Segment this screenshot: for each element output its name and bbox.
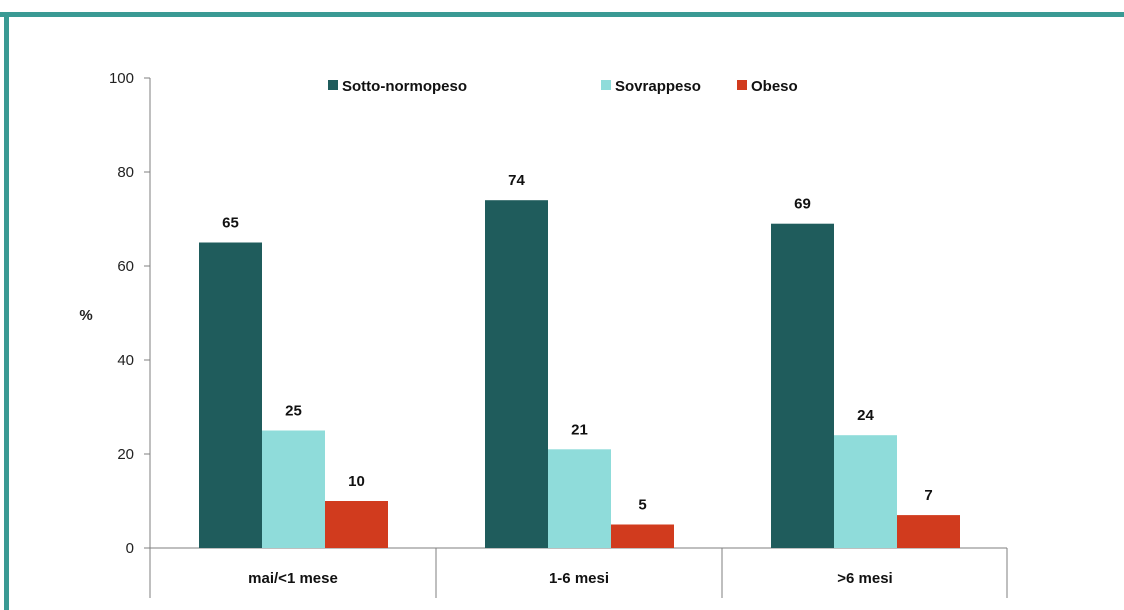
y-tick-label: 0 [126,540,134,557]
data-label: 10 [348,473,365,490]
bar-obeso [611,524,674,548]
bar-sotto-normopeso [771,223,834,548]
bar-obeso [325,501,388,548]
bar-obeso [897,515,960,548]
legend-label: Sotto-normopeso [342,78,467,95]
y-tick-label: 40 [117,352,134,369]
legend-label: Sovrappeso [615,78,701,95]
x-tick-label: >6 mesi [837,570,892,587]
x-tick-label: mai/<1 mese [248,570,338,587]
y-axis-title: % [79,307,92,324]
x-tick-label: 1-6 mesi [549,570,609,587]
bar-sotto-normopeso [199,242,262,548]
y-tick-label: 20 [117,446,134,463]
bar-sotto-normopeso [485,200,548,548]
legend-swatch [328,80,338,90]
data-label: 25 [285,403,302,420]
y-tick-label: 80 [117,164,134,181]
y-tick-label: 60 [117,258,134,275]
data-label: 69 [794,196,811,213]
data-label: 24 [857,407,874,424]
data-label: 74 [508,172,525,189]
data-label: 5 [638,497,646,514]
data-label: 65 [222,215,239,232]
legend-label: Obeso [751,78,798,95]
frame-left-border [4,12,9,610]
bar-sovrappeso [548,449,611,548]
bar-sovrappeso [834,435,897,548]
bar-sovrappeso [262,430,325,548]
legend-swatch [737,80,747,90]
y-tick-label: 100 [109,70,134,87]
frame-top-border [0,12,1124,17]
data-label: 21 [571,421,588,438]
data-label: 7 [924,487,932,504]
legend-swatch [601,80,611,90]
